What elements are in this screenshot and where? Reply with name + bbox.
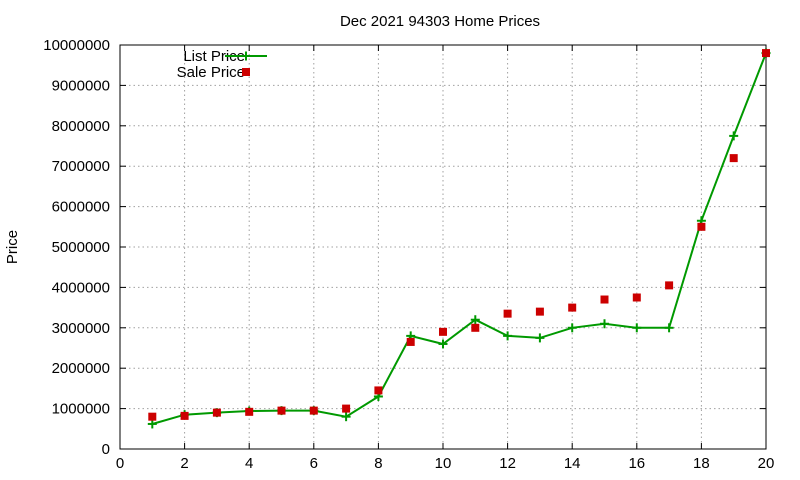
chart-title: Dec 2021 94303 Home Prices [340,13,540,30]
list-price-point [341,412,351,422]
x-tick-label: 20 [758,455,775,472]
sale-price-point [600,295,609,304]
y-tick-label: 8000000 [52,118,110,135]
y-tick-label: 10000000 [43,37,110,54]
sale-price-point [697,222,706,231]
sale-price-point [729,154,738,163]
sale-price-point [471,323,480,332]
x-tick-label: 12 [499,455,516,472]
y-tick-label: 1000000 [52,401,110,418]
y-tick-label: 7000000 [52,158,110,175]
legend-square-sample [242,68,250,76]
list-price-point [470,315,480,325]
sale-price-point [245,407,254,416]
x-tick-label: 16 [628,455,645,472]
sale-price-point [535,307,544,316]
list-price-point [600,319,609,329]
list-price-point [438,339,448,349]
sale-price-point [568,303,577,312]
sale-price-point [503,309,512,318]
sale-price-point [439,327,447,336]
list-price-point [535,333,545,343]
legend-label-list-price: List Price [183,48,245,65]
sale-price-point [148,412,157,421]
list-price-point [632,323,642,333]
x-tick-label: 4 [245,455,253,472]
sale-price-point [180,411,189,420]
y-tick-label: 0 [102,441,110,458]
x-tick-label: 0 [116,455,124,472]
list-price-point [147,419,157,429]
x-tick-label: 14 [564,455,581,472]
x-tick-label: 18 [693,455,710,472]
list-price-line [152,52,767,425]
y-tick-label: 6000000 [52,199,110,216]
x-tick-label: 6 [310,455,318,472]
y-tick-label: 5000000 [52,239,110,256]
y-tick-label: 4000000 [52,279,110,296]
series-layer [147,48,771,429]
x-tick-label: 2 [180,455,188,472]
y-axis-label: Price [4,230,21,264]
sale-price-point [762,49,770,58]
sale-price-point [374,386,383,395]
sale-price-point [277,406,286,415]
y-tick-label: 9000000 [52,77,110,94]
list-price-point [729,131,739,141]
sale-price-point [665,281,674,290]
list-price-point [503,331,513,341]
sale-price-point [212,408,221,417]
y-tick-label: 2000000 [52,360,110,377]
list-price-point [567,323,577,333]
sale-price-point [342,404,351,413]
x-tick-label: 10 [435,455,452,472]
axes-layer: 0 2 4 6 8 10 12 14 16 18 20 0 1000000 2000000 3000000 4… [43,37,774,472]
list-price-point [664,323,674,333]
sale-price-point [406,337,415,346]
sale-price-point [632,293,641,302]
y-tick-label: 3000000 [52,320,110,337]
sale-price-point [309,406,318,415]
legend-label-sale-price: Sale Price [177,64,245,81]
x-tick-label: 8 [374,455,382,472]
